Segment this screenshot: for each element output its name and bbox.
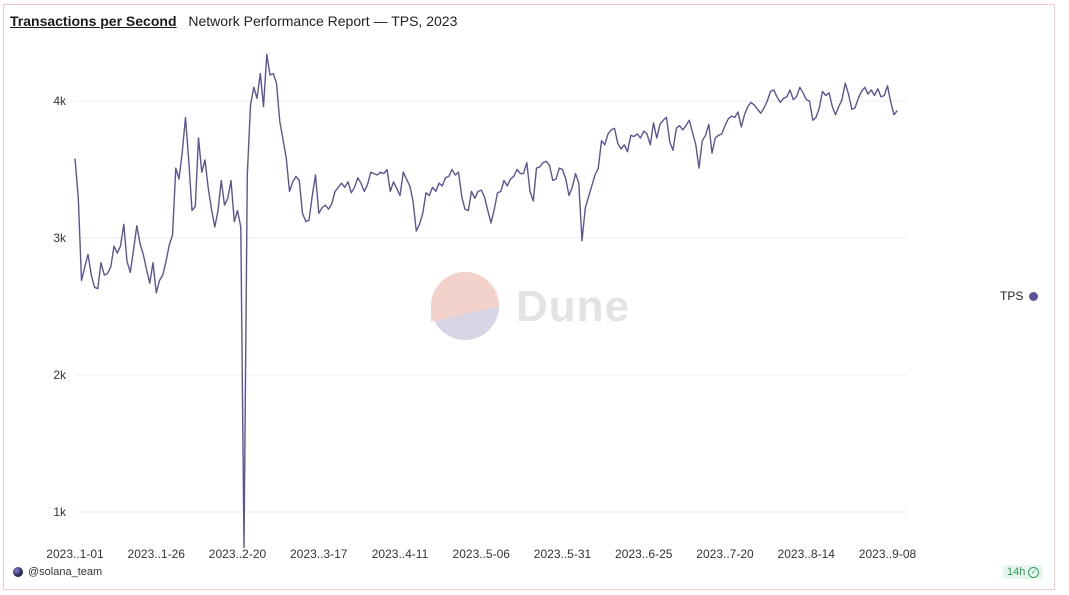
x-tick-label: 2023..1-26 [128,547,186,561]
x-tick-label: 2023..5-06 [453,547,511,561]
x-tick-label: 2023..4-11 [372,547,429,561]
chart-header: Transactions per Second Network Performa… [10,13,457,29]
x-tick-label: 2023..3-17 [290,547,348,561]
chart-title-link[interactable]: Transactions per Second [10,13,177,29]
series-line-tps[interactable] [74,53,898,549]
author-handle: @solana_team [28,566,103,578]
check-icon: ✓ [1028,566,1040,578]
watermark-text: Dune [516,282,630,331]
chart-card [3,4,1055,590]
author[interactable]: @solana_team [13,566,102,578]
y-tick-label: 3k [53,231,67,245]
x-tick-label: 2023..6-25 [615,547,673,561]
avatar [13,567,23,577]
x-tick-label: 2023..5-31 [534,547,592,561]
x-tick-label: 2023..7-20 [696,547,754,561]
x-tick-label: 2023..2-20 [209,547,267,561]
legend-label-tps: TPS [1000,289,1024,303]
x-tick-label: 2023..9-08 [859,547,917,561]
refresh-age: 14h [1007,566,1026,578]
legend-dot-tps [1029,291,1039,301]
y-tick-label: 2k [53,368,67,382]
x-tick-label: 2023..1-01 [46,547,104,561]
x-tick-label: 2023..8-14 [778,547,836,561]
legend[interactable]: TPS [1000,289,1039,303]
y-tick-label: 4k [53,94,67,108]
refresh-badge[interactable]: 14h ✓ [1003,565,1044,579]
y-tick-label: 1k [53,505,67,519]
chart-subtitle: Network Performance Report — TPS, 2023 [188,13,458,29]
